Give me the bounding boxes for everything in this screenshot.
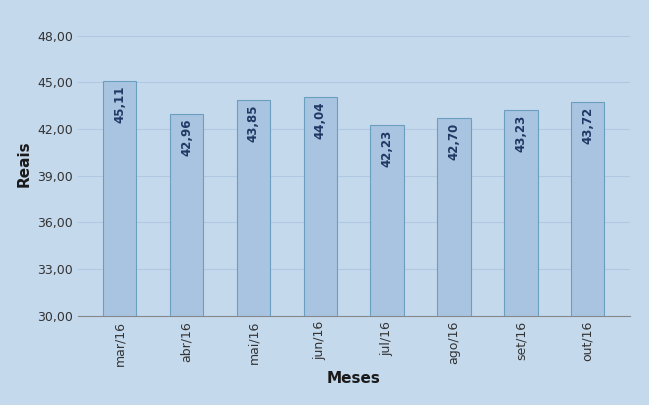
Y-axis label: Reais: Reais	[17, 141, 32, 188]
Bar	[170, 114, 203, 316]
Text: 43,23: 43,23	[515, 115, 528, 152]
Text: 42,70: 42,70	[448, 123, 461, 160]
Text: 43,85: 43,85	[247, 105, 260, 142]
Text: 45,11: 45,11	[113, 85, 126, 123]
Bar	[103, 81, 136, 316]
X-axis label: Meses: Meses	[326, 371, 381, 386]
Bar	[437, 118, 471, 316]
Bar	[371, 126, 404, 316]
Bar	[237, 100, 270, 316]
Bar	[304, 97, 337, 316]
Text: 42,96: 42,96	[180, 119, 193, 156]
Text: 43,72: 43,72	[582, 107, 594, 144]
Bar	[504, 110, 537, 316]
Text: 44,04: 44,04	[313, 102, 327, 139]
Bar	[571, 102, 604, 316]
Text: 42,23: 42,23	[380, 130, 394, 167]
